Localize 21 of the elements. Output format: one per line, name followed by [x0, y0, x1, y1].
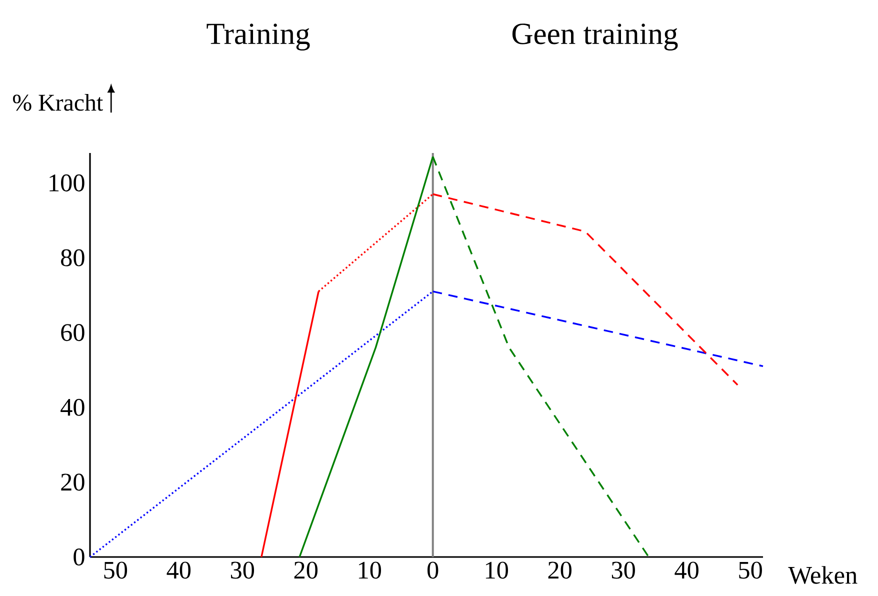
x-tick-label: 30 [612, 562, 635, 579]
y-axis-title: % Kracht [13, 94, 103, 111]
y-tick-label: 40 [60, 398, 84, 416]
y-tick-label: 20 [61, 474, 84, 491]
x-tick-label: 50 [104, 562, 128, 579]
x-tick-label: 20 [548, 562, 572, 579]
y-tick-label: 100 [50, 174, 84, 192]
x-tick-label: 50 [739, 562, 762, 579]
text: Geen training [512, 24, 678, 51]
text: Training [206, 24, 310, 51]
y-tick-label: 60 [61, 324, 84, 342]
x-axis-title: Weken [788, 566, 858, 584]
x-tick-label: 30 [230, 562, 254, 579]
y-tick-label: 0 [74, 548, 84, 566]
y-tick-label: 80 [61, 249, 84, 266]
x-tick-label: 10 [358, 562, 382, 579]
x-tick-label: 20 [294, 562, 318, 579]
x-tick-label: 40 [674, 562, 698, 579]
x-tick-label: 10 [486, 562, 508, 579]
x-tick-label: 0 [428, 562, 438, 579]
x-tick-label: 40 [166, 562, 191, 579]
